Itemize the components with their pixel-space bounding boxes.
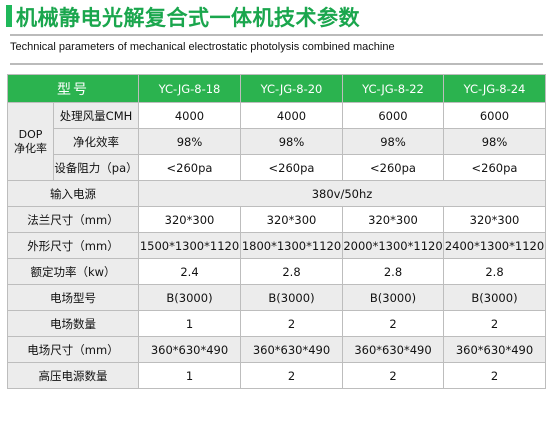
header-model-label: 型号 (7, 74, 139, 103)
title-accent-bar (6, 5, 12, 27)
cell: 320*300 (443, 206, 546, 233)
cell: <260pa (138, 154, 241, 181)
table-row: 电场型号 B(3000) B(3000) B(3000) B(3000) (7, 284, 546, 311)
cell: B(3000) (342, 284, 444, 311)
cell: 360*630*490 (138, 336, 241, 363)
header-model-4: YC-JG-8-24 (443, 74, 546, 103)
cell: 4000 (138, 102, 241, 129)
table-row: 电场尺寸（mm） 360*630*490 360*630*490 360*630… (7, 336, 546, 363)
page-title: 机械静电光解复合式一体机技术参数 (16, 6, 360, 30)
spec-table: 型号 YC-JG-8-18 YC-JG-8-20 YC-JG-8-22 YC-J… (7, 74, 546, 389)
cell: <260pa (443, 154, 546, 181)
cell: 1800*1300*1120 (240, 232, 343, 259)
cell: 2.8 (342, 258, 444, 285)
cell: 98% (138, 128, 241, 155)
row-label: 外形尺寸（mm） (7, 232, 139, 259)
cell: 6000 (342, 102, 444, 129)
cell: 320*300 (240, 206, 343, 233)
cell: <260pa (342, 154, 444, 181)
cell: 2.8 (443, 258, 546, 285)
dop-group-label: DOP 净化率 (7, 102, 54, 181)
cell: B(3000) (443, 284, 546, 311)
table-row: 额定功率（kw） 2.4 2.8 2.8 2.8 (7, 258, 546, 285)
row-label: 法兰尺寸（mm） (7, 206, 139, 233)
header-model-3: YC-JG-8-22 (342, 74, 444, 103)
input-power-value: 380v/50hz (138, 180, 546, 207)
cell: B(3000) (138, 284, 241, 311)
cell: 1500*1300*1120 (138, 232, 241, 259)
table-row: 输入电源 380v/50hz (7, 180, 546, 207)
cell: 98% (240, 128, 343, 155)
cell: 6000 (443, 102, 546, 129)
cell: 320*300 (138, 206, 241, 233)
cell: 2 (443, 362, 546, 389)
cell: 2400*1300*1120 (443, 232, 546, 259)
row-label: 净化效率 (53, 128, 139, 155)
cell: 1 (138, 362, 241, 389)
row-label: 额定功率（kw） (7, 258, 139, 285)
row-label: 高压电源数量 (7, 362, 139, 389)
cell: B(3000) (240, 284, 343, 311)
cell: 2.8 (240, 258, 343, 285)
row-label: 电场数量 (7, 310, 139, 337)
table-row: 电场数量 1 2 2 2 (7, 310, 546, 337)
row-label: 输入电源 (7, 180, 139, 207)
row-label: 电场尺寸（mm） (7, 336, 139, 363)
header-model-2: YC-JG-8-20 (240, 74, 343, 103)
cell: 2 (443, 310, 546, 337)
header-row: 型号 YC-JG-8-18 YC-JG-8-20 YC-JG-8-22 YC-J… (7, 74, 546, 103)
dop-group-label-line2: 净化率 (14, 141, 47, 155)
cell: 2000*1300*1120 (342, 232, 444, 259)
cell: 2 (342, 362, 444, 389)
cell: 2 (240, 362, 343, 389)
dop-group-label-line1: DOP (18, 127, 43, 141)
table-row: DOP 净化率 处理风量CMH 4000 4000 6000 6000 (7, 102, 546, 181)
cell: 98% (443, 128, 546, 155)
cell: 4000 (240, 102, 343, 129)
cell: 360*630*490 (240, 336, 343, 363)
row-label: 处理风量CMH (53, 102, 139, 129)
cell: 2 (240, 310, 343, 337)
cell: <260pa (240, 154, 343, 181)
table-row: 设备阻力（pa） <260pa <260pa <260pa <260pa (8, 154, 546, 181)
cell: 1 (138, 310, 241, 337)
cell: 2 (342, 310, 444, 337)
table-row: 外形尺寸（mm） 1500*1300*1120 1800*1300*1120 2… (7, 232, 546, 259)
header-model-1: YC-JG-8-18 (138, 74, 241, 103)
cell: 360*630*490 (443, 336, 546, 363)
bottom-divider (10, 63, 543, 65)
top-divider (10, 34, 543, 36)
row-label: 电场型号 (7, 284, 139, 311)
table-row: 高压电源数量 1 2 2 2 (7, 362, 546, 389)
cell: 360*630*490 (342, 336, 444, 363)
row-label: 设备阻力（pa） (53, 154, 139, 181)
cell: 320*300 (342, 206, 444, 233)
page-subtitle: Technical parameters of mechanical elect… (10, 41, 395, 53)
cell: 98% (342, 128, 444, 155)
table-row: 法兰尺寸（mm） 320*300 320*300 320*300 320*300 (7, 206, 546, 233)
cell: 2.4 (138, 258, 241, 285)
table-row: 净化效率 98% 98% 98% 98% (8, 128, 546, 155)
